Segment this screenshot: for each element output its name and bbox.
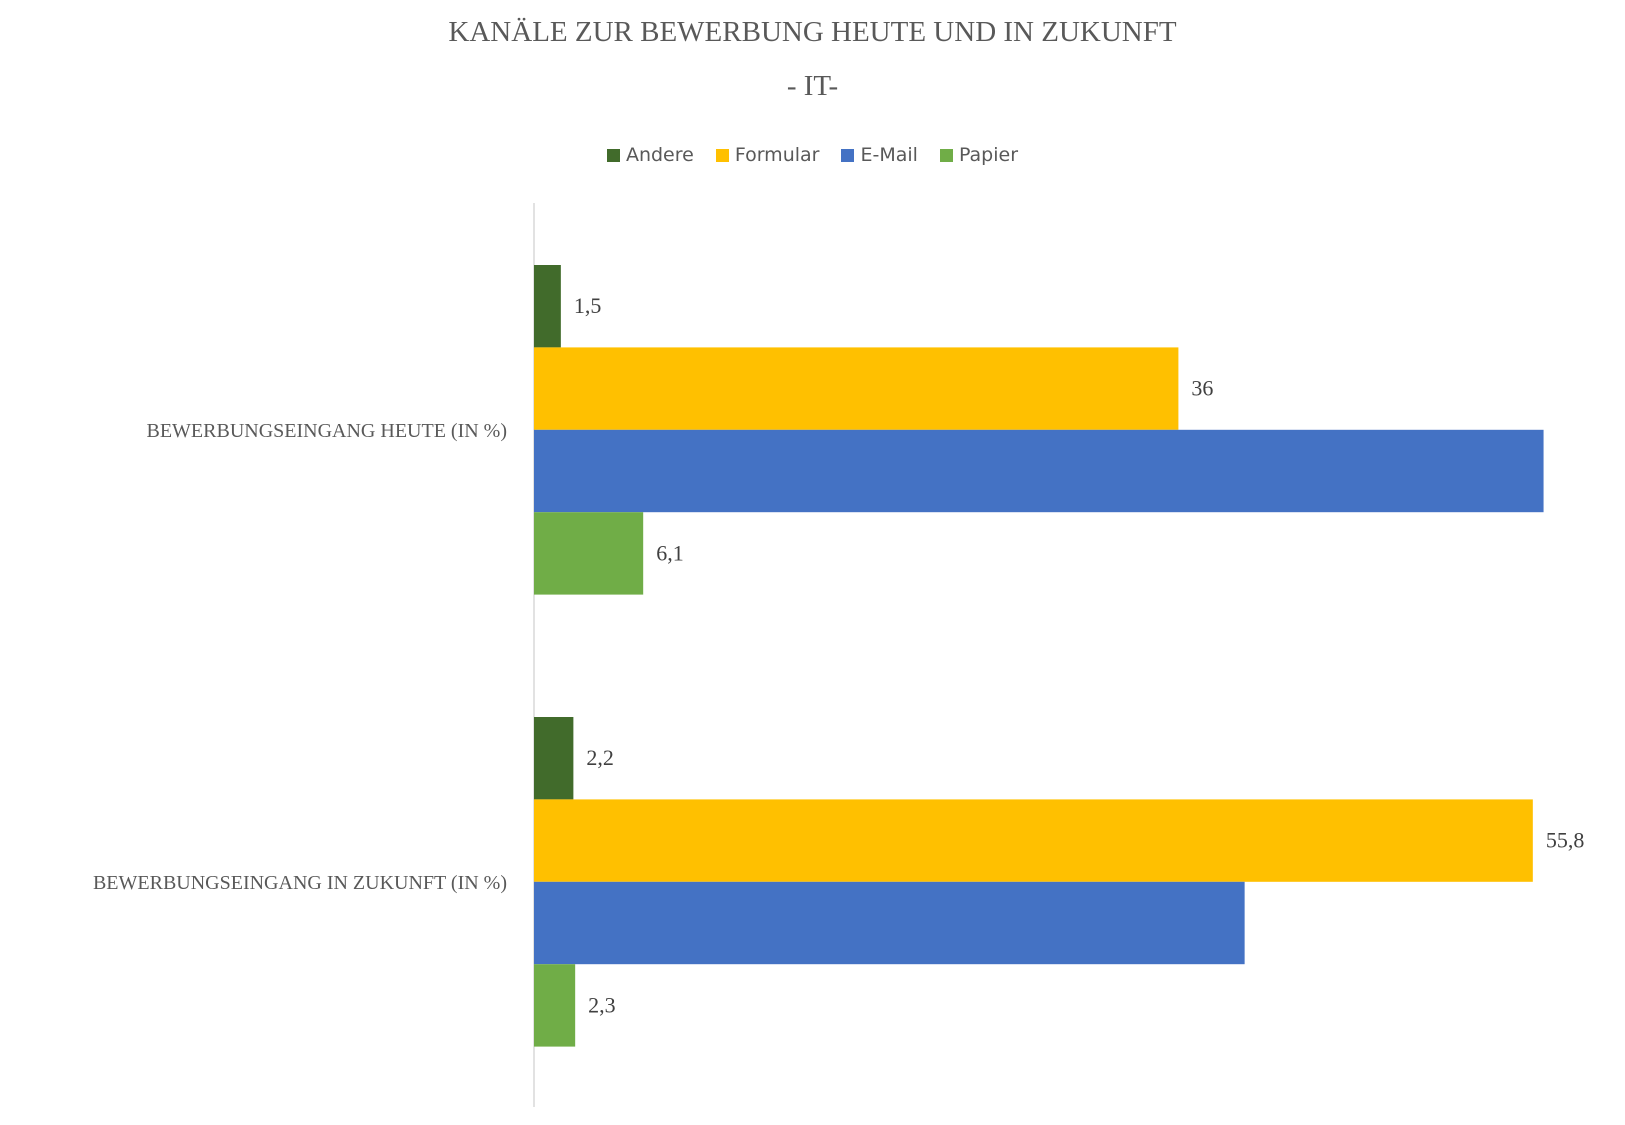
category-label: BEWERBUNGSEINGANG HEUTE (IN %) <box>147 420 508 442</box>
legend-item-e-mail: E-Mail <box>841 144 918 166</box>
legend: Andere Formular E-Mail Papier <box>0 144 1625 166</box>
data-label: 55,8 <box>1546 828 1585 853</box>
legend-swatch <box>606 148 620 162</box>
bar-papier <box>534 512 644 595</box>
data-label: 56,4 <box>1557 458 1596 483</box>
data-label: 6,1 <box>656 540 684 565</box>
data-label: 2,2 <box>586 745 614 770</box>
data-label: 1,5 <box>574 293 602 318</box>
chart-subtitle: - IT- <box>786 70 839 102</box>
data-label: 36 <box>1191 376 1213 401</box>
legend-label: E-Mail <box>860 144 918 166</box>
legend-label: Andere <box>625 144 694 166</box>
category-label: BEWERBUNGSEINGANG IN ZUKUNFT (IN %) <box>93 872 507 894</box>
bar-papier <box>534 964 576 1047</box>
bar-andere <box>534 265 561 348</box>
data-label: 2,3 <box>588 992 616 1017</box>
chart-title: KANÄLE ZUR BEWERBUNG HEUTE UND IN ZUKUNF… <box>448 16 1177 48</box>
legend-label: Papier <box>958 144 1019 166</box>
legend-label: Formular <box>734 144 820 166</box>
legend-item-papier: Papier <box>939 144 1019 166</box>
legend-item-andere: Andere <box>606 144 694 166</box>
legend-swatch <box>939 148 953 162</box>
legend-item-formular: Formular <box>715 144 820 166</box>
bar-andere <box>534 717 574 800</box>
legend-swatch <box>841 148 855 162</box>
bar-formular <box>534 799 1533 882</box>
bar-formular <box>534 347 1179 430</box>
bar-e-mail <box>534 881 1245 965</box>
data-label: 39,7 <box>1258 910 1297 935</box>
bar-e-mail <box>534 429 1544 513</box>
legend-swatch <box>715 148 729 162</box>
